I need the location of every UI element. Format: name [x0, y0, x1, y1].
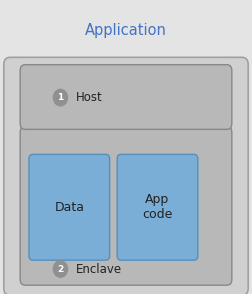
Text: 1: 1: [57, 93, 64, 102]
Text: Application: Application: [85, 23, 167, 39]
FancyBboxPatch shape: [29, 154, 110, 260]
Text: 2: 2: [57, 265, 64, 273]
Text: Host: Host: [76, 91, 102, 104]
Circle shape: [53, 89, 68, 106]
Text: Data: Data: [54, 201, 84, 214]
Circle shape: [53, 261, 68, 277]
FancyBboxPatch shape: [20, 126, 232, 285]
Text: Enclave: Enclave: [76, 263, 122, 275]
Text: App
code: App code: [142, 193, 173, 221]
FancyBboxPatch shape: [20, 65, 232, 129]
FancyBboxPatch shape: [117, 154, 198, 260]
FancyBboxPatch shape: [4, 57, 248, 294]
